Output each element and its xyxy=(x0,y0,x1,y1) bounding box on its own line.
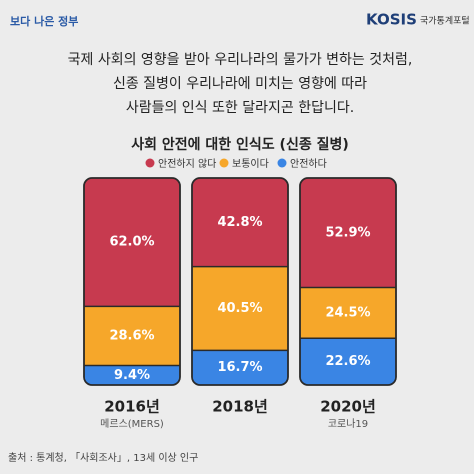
value-label: 52.9% xyxy=(325,225,370,240)
legend-label: 보통이다 xyxy=(232,158,269,170)
intro-line: 국제 사회의 영향을 받아 우리나라의 물가가 변하는 것처럼, xyxy=(68,52,413,68)
bar-segment xyxy=(84,178,180,307)
bar-outline xyxy=(191,177,289,386)
bar-segment xyxy=(84,365,180,385)
bar-segment xyxy=(300,178,396,288)
intro-line: 신종 질병이 우리나라에 미치는 영향에 따라 xyxy=(113,76,367,92)
value-label: 9.4% xyxy=(114,368,150,383)
legend-label: 안전하다 xyxy=(290,157,327,170)
category-note: 코로나19 xyxy=(328,418,368,430)
bar-segment xyxy=(192,350,288,385)
value-label: 42.8% xyxy=(217,215,262,230)
legend-swatch xyxy=(219,158,229,168)
value-label: 40.5% xyxy=(217,301,262,316)
bar-stack xyxy=(300,178,396,385)
x-tick-label: 2016년 xyxy=(104,398,160,416)
brand: KOSIS xyxy=(366,11,417,29)
bar-stack xyxy=(84,178,180,385)
legend-swatch xyxy=(277,158,287,168)
bar-outline xyxy=(299,177,397,386)
legend-label: 안전하지 않다 xyxy=(158,157,216,170)
bar-segment xyxy=(300,287,396,339)
chart-title: 사회 안전에 대한 인식도 (신종 질병) xyxy=(131,136,349,153)
bar-segment xyxy=(192,178,288,267)
bar-segment xyxy=(84,306,180,366)
bar-outline xyxy=(83,177,181,386)
bar-segment xyxy=(300,338,396,385)
value-label: 24.5% xyxy=(325,305,370,320)
bar-segment xyxy=(192,266,288,351)
logo: 보다 나은 정부 xyxy=(10,14,78,28)
intro-line: 사람들의 인식 또한 달라지곤 한답니다. xyxy=(126,100,354,116)
value-label: 28.6% xyxy=(109,328,154,343)
legend-swatch xyxy=(145,158,155,168)
source: 출처 : 통계청, 「사회조사」, 13세 이상 인구 xyxy=(8,452,198,464)
brand-sub: 국가통계포털 xyxy=(420,15,470,27)
value-label: 62.0% xyxy=(109,235,154,250)
value-label: 22.6% xyxy=(325,354,370,369)
value-label: 16.7% xyxy=(217,360,262,375)
x-tick-label: 2020년 xyxy=(320,398,376,416)
category-note: 메르스(MERS) xyxy=(100,418,164,430)
x-tick-label: 2018년 xyxy=(212,398,268,416)
bar-stack xyxy=(192,178,288,385)
